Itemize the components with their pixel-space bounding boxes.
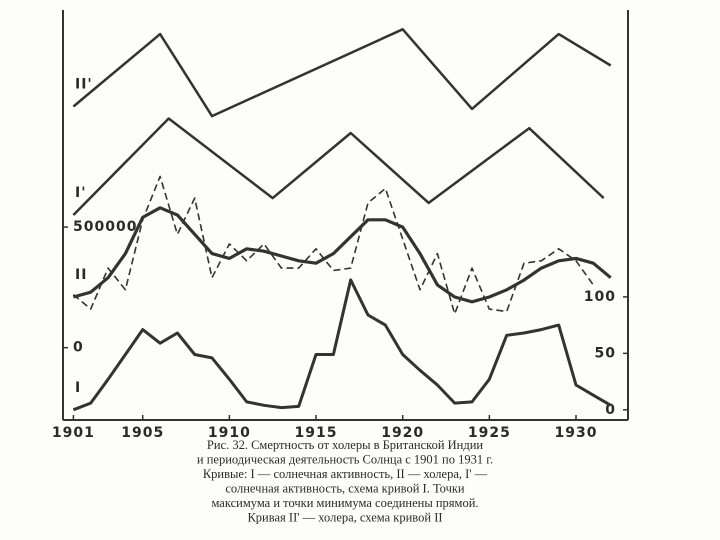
- caption-line: максимума и точки минимума соединены пря…: [211, 496, 478, 510]
- series-label: II': [75, 76, 93, 92]
- caption-line: солнечная активность, схема кривой I. То…: [225, 481, 465, 495]
- series-label: II: [75, 267, 87, 283]
- y-tick-label: 500000: [73, 219, 137, 235]
- line: [72, 206, 612, 304]
- x-tick-label: 1930: [555, 425, 598, 441]
- series-label: I': [75, 185, 87, 201]
- line: [72, 28, 612, 118]
- x-tick-label: 1910: [208, 425, 251, 441]
- x-tick-label: 1905: [121, 425, 164, 441]
- y2-tick-label: 0: [605, 402, 616, 418]
- y2-tick-label: 50: [595, 345, 616, 361]
- caption-line: и периодическая деятельность Солнца с 19…: [197, 452, 493, 466]
- x-tick-label: 1925: [468, 425, 511, 441]
- line: [72, 278, 612, 412]
- caption-line: Рис. 32. Смертность от холеры в Британск…: [207, 438, 484, 452]
- caption-line: Кривые: I — солнечная активность, II — х…: [203, 467, 488, 481]
- dashed-line: [72, 175, 594, 315]
- line: [72, 117, 605, 216]
- x-tick-label: 1920: [381, 425, 424, 441]
- caption-line: Кривая II' — холера, схема кривой II: [247, 510, 442, 524]
- y2-tick-label: 100: [584, 289, 616, 305]
- y-tick-label: 0: [73, 340, 84, 356]
- x-tick-label: 1901: [52, 425, 95, 441]
- series-label: I: [75, 380, 81, 396]
- x-tick-label: 1915: [295, 425, 338, 441]
